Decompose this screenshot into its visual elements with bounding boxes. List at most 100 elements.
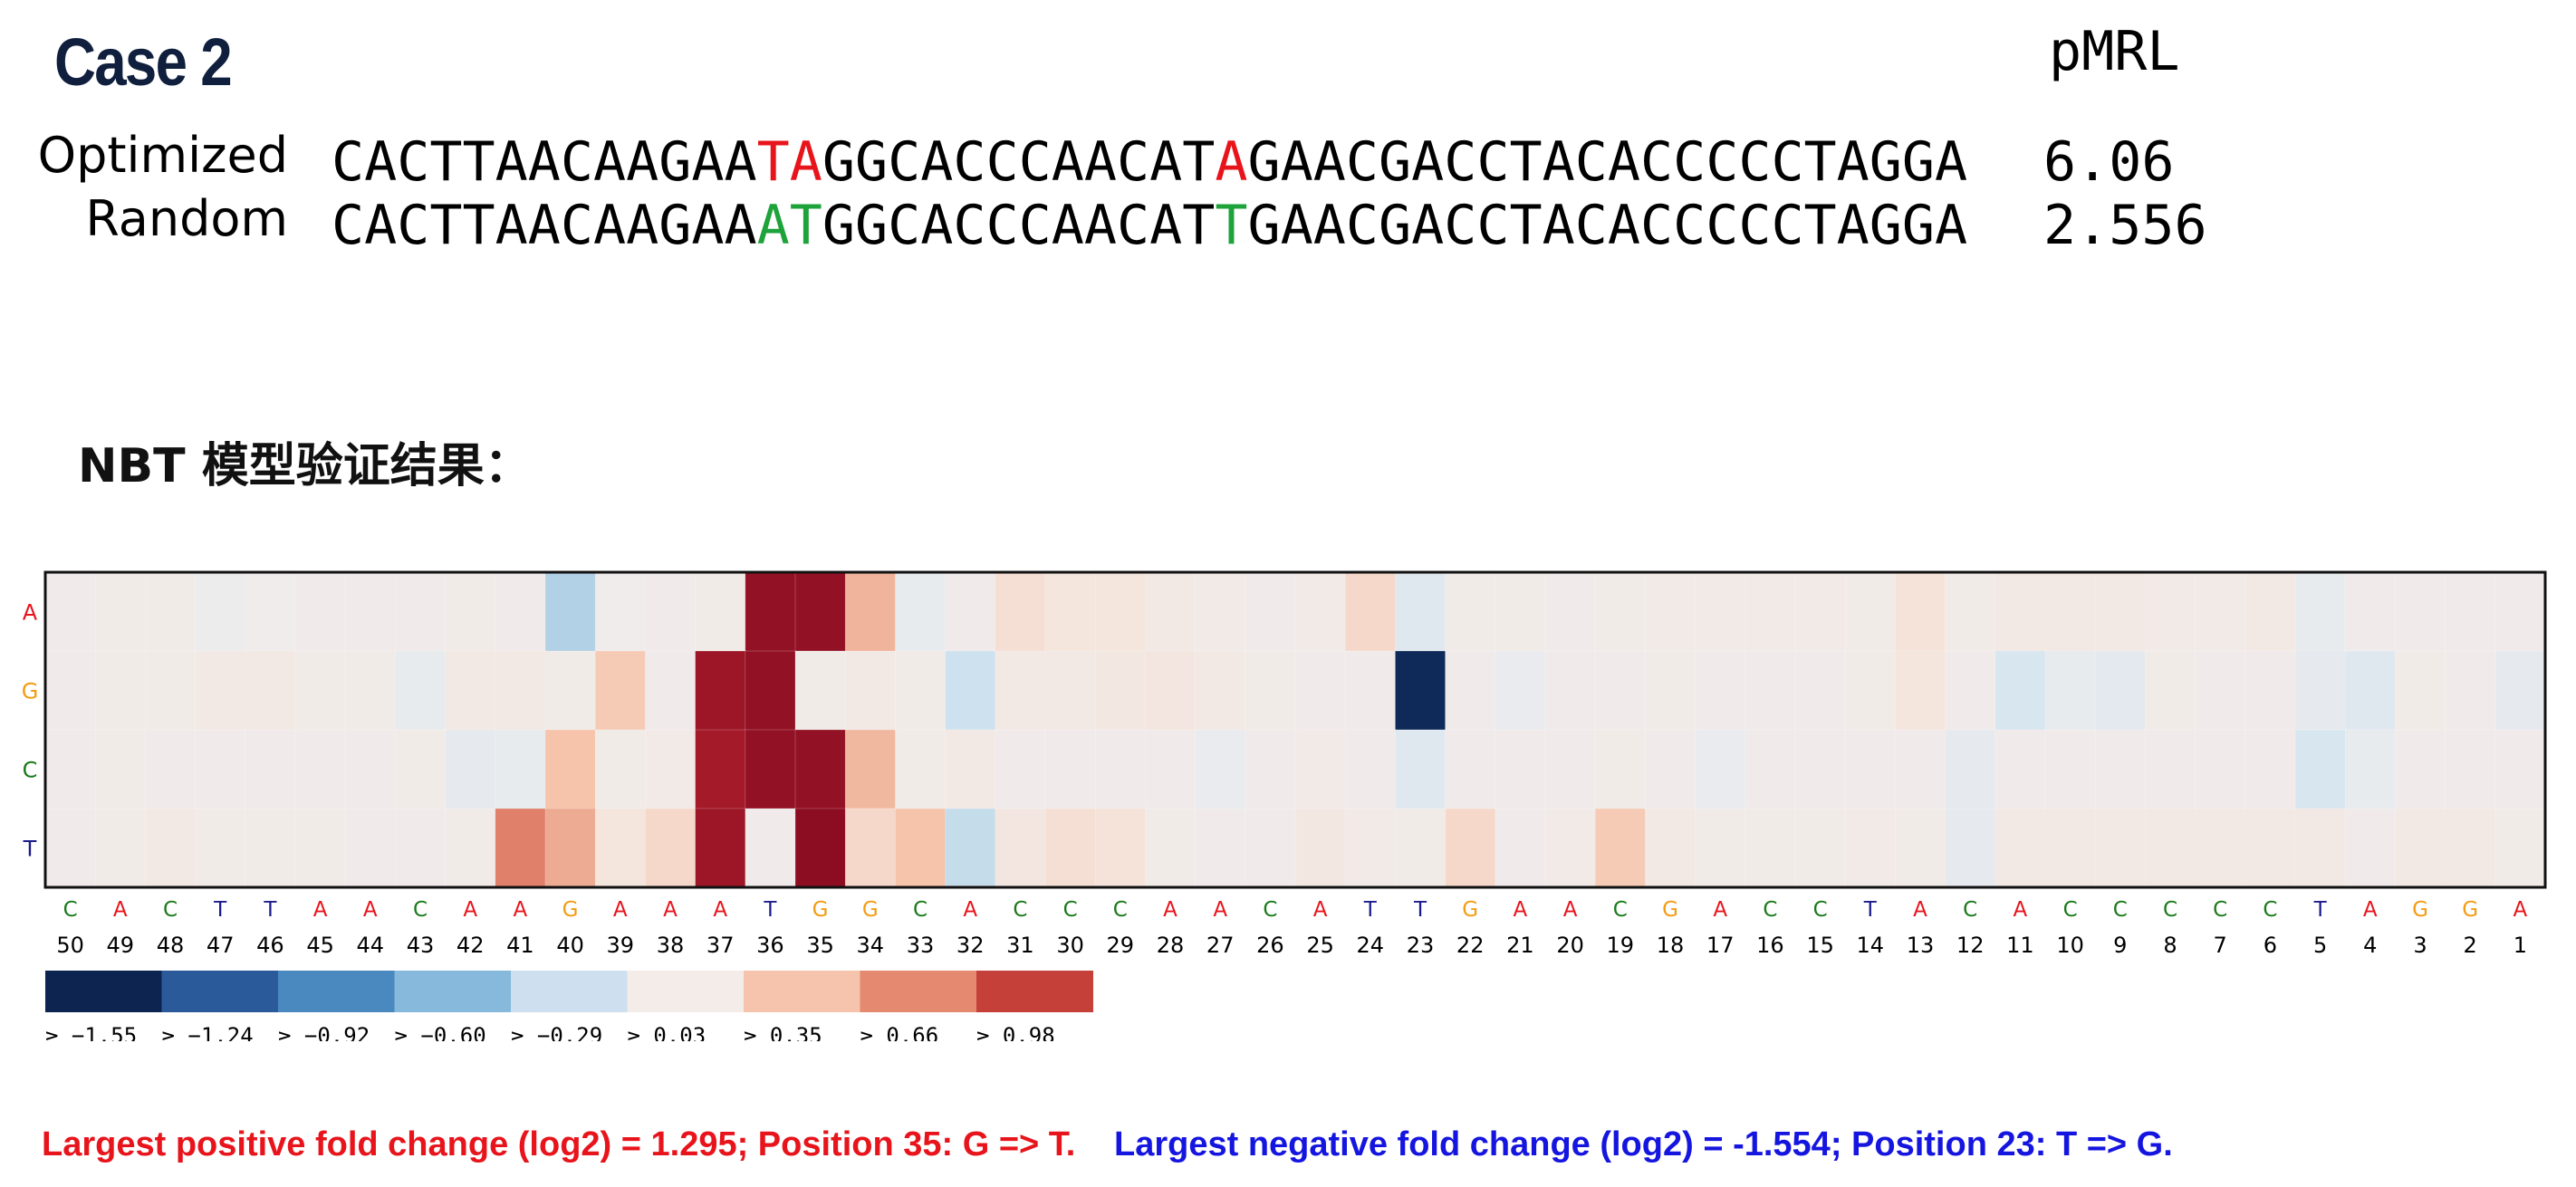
heatmap-cell: [44, 650, 97, 731]
column-position-label: 21: [1506, 933, 1534, 958]
heatmap-cell: [2195, 650, 2246, 731]
heatmap-cell: [2294, 808, 2347, 888]
heatmap-cell: [195, 571, 246, 652]
heatmap-cell: [1844, 729, 1897, 809]
column-base-label: A: [713, 898, 727, 922]
heatmap-cell: [945, 650, 996, 731]
column-position-label: 6: [2264, 933, 2277, 958]
heatmap-cell: [1294, 650, 1347, 731]
heatmap-cell: [44, 571, 97, 652]
heatmap-cell: [2294, 571, 2347, 652]
heatmap-cell: [695, 650, 746, 731]
random-sequence: CACTTAACAAGAAATGGCACCCAACATTGAACGACCTACA…: [332, 194, 1967, 257]
legend-swatch: [394, 971, 512, 1012]
heatmap-cell: [995, 650, 1046, 731]
column-base-label: A: [363, 898, 378, 922]
column-base-label: A: [1514, 898, 1528, 922]
heatmap-cell: [1544, 571, 1597, 652]
heatmap-cell: [794, 650, 847, 731]
heatmap-cell: [1195, 729, 1246, 809]
heatmap-cell: [445, 650, 496, 731]
heatmap-cell: [445, 571, 496, 652]
legend-label: ≥ 0.03: [628, 1023, 706, 1041]
heatmap-cell: [995, 808, 1046, 888]
heatmap-cell: [2294, 729, 2347, 809]
heatmap-cell: [2344, 729, 2397, 809]
heatmap-cell: [1445, 808, 1496, 888]
fold-change-heatmap: AGCTC50A49C48T47T46A45A44C43A42A41G40A39…: [22, 570, 2547, 1041]
column-position-label: 12: [1956, 933, 1985, 958]
heatmap-cell: [2445, 808, 2496, 888]
column-base-label: A: [514, 898, 528, 922]
column-base-label: A: [1213, 898, 1227, 922]
column-position-label: 27: [1206, 933, 1235, 958]
legend-swatch: [627, 971, 745, 1012]
heatmap-cell: [1495, 729, 1546, 809]
heatmap-cell: [1945, 808, 1996, 888]
heatmap-cell: [1145, 650, 1197, 731]
heatmap-cell: [1294, 808, 1347, 888]
heatmap-cell: [145, 650, 197, 731]
heatmap-cell: [1195, 808, 1246, 888]
legend-swatch: [511, 971, 628, 1012]
sequence-segment: AT: [756, 194, 822, 257]
heatmap-cell: [2395, 729, 2446, 809]
column-position-label: 28: [1157, 933, 1185, 958]
heatmap-cell: [544, 571, 597, 652]
heatmap-cell: [94, 729, 147, 809]
column-base-label: T: [213, 898, 227, 922]
column-base-label: G: [1662, 898, 1678, 922]
heatmap-cell: [2494, 571, 2546, 652]
column-position-label: 44: [357, 933, 385, 958]
column-base-label: C: [163, 898, 178, 922]
heatmap-cell: [645, 650, 697, 731]
row-label: C: [23, 758, 38, 783]
heatmap-cell: [1044, 729, 1097, 809]
column-base-label: A: [313, 898, 328, 922]
heatmap-cell: [1344, 571, 1397, 652]
legend-label: ≥ −1.55: [45, 1023, 137, 1041]
column-position-label: 22: [1456, 933, 1485, 958]
heatmap-cell: [1495, 650, 1546, 731]
heatmap-cell: [2494, 650, 2546, 731]
heatmap-cell: [94, 808, 147, 888]
column-base-label: A: [2014, 898, 2028, 922]
column-position-label: 23: [1407, 933, 1435, 958]
heatmap-cell: [395, 571, 447, 652]
heatmap-cell: [344, 571, 397, 652]
column-position-label: 2: [2464, 933, 2477, 958]
heatmap-cell: [395, 808, 447, 888]
heatmap-cell: [2494, 729, 2546, 809]
heatmap-cell: [1395, 650, 1447, 731]
column-position-label: 33: [907, 933, 935, 958]
heatmap-cell: [1794, 729, 1847, 809]
heatmap-cell: [2494, 808, 2546, 888]
column-base-label: C: [2263, 898, 2277, 922]
heatmap-cell: [945, 571, 996, 652]
heatmap-cell: [94, 650, 147, 731]
optimized-sequence: CACTTAACAAGAATAGGCACCCAACATAGAACGACCTACA…: [332, 130, 1967, 194]
column-position-label: 13: [1907, 933, 1935, 958]
heatmap-cell: [2044, 808, 2097, 888]
heatmap-cell: [1044, 808, 1097, 888]
heatmap-cell: [445, 729, 496, 809]
column-position-label: 31: [1006, 933, 1034, 958]
column-base-label: C: [63, 898, 78, 922]
heatmap-cell: [2445, 571, 2496, 652]
heatmap-cell: [2094, 650, 2147, 731]
section-heading: NBT 模型验证结果：: [78, 439, 532, 493]
heatmap-cell: [2395, 650, 2446, 731]
heatmap-cell: [1695, 571, 1746, 652]
row-label: G: [22, 679, 39, 704]
column-position-label: 26: [1256, 933, 1284, 958]
heatmap-cell: [1994, 571, 2046, 652]
column-position-label: 14: [1857, 933, 1885, 958]
legend-swatch: [744, 971, 860, 1012]
column-position-label: 41: [506, 933, 534, 958]
heatmap-cell: [844, 571, 897, 652]
sequence-segment: GGCACCCAACAT: [822, 130, 1216, 194]
heatmap-cell: [645, 808, 697, 888]
heatmap-cell: [1544, 650, 1597, 731]
column-position-label: 16: [1756, 933, 1784, 958]
column-base-label: A: [963, 898, 977, 922]
